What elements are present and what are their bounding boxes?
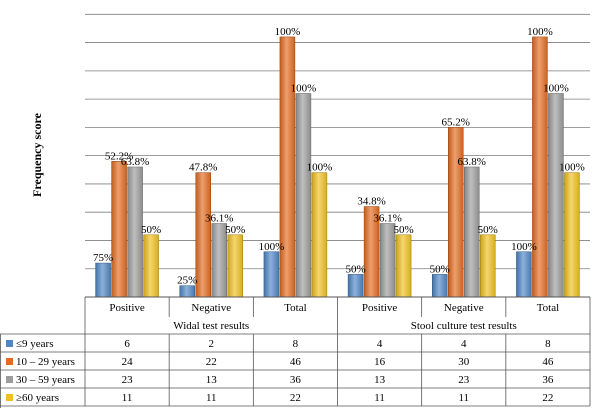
table-cell: 6 [124, 338, 130, 350]
bar [227, 234, 243, 298]
data-label: 25% [177, 275, 197, 287]
table-cell: 8 [293, 338, 299, 350]
data-label: 75% [93, 252, 113, 264]
table-cell: 13 [206, 374, 218, 386]
bar [279, 36, 296, 298]
legend-label: 30 – 59 years [16, 374, 75, 386]
data-label: 65.2% [442, 116, 470, 128]
table-cell: 16 [374, 356, 386, 368]
bar [111, 161, 127, 298]
bar [432, 274, 448, 298]
table-cell: 46 [290, 356, 302, 368]
data-label: 100% [511, 241, 537, 253]
data-label: 100% [527, 26, 553, 38]
data-label: 63.8% [458, 156, 486, 168]
bar [179, 285, 195, 298]
data-label: 36.1% [373, 213, 401, 225]
bar [143, 234, 159, 298]
category-label: Total [537, 302, 559, 314]
bar [263, 251, 280, 298]
bars [95, 36, 580, 298]
table-cell: 2 [209, 338, 215, 350]
group-label: Widal test results [173, 320, 249, 332]
table-cell: 22 [542, 392, 553, 404]
data-label: 100% [275, 26, 301, 38]
table-cell: 46 [542, 356, 554, 368]
data-label: 100% [559, 162, 585, 174]
table-cell: 22 [290, 392, 301, 404]
table-cell: 8 [545, 338, 551, 350]
data-label: 50% [345, 263, 365, 275]
data-label: 100% [307, 162, 333, 174]
data-label: 100% [259, 241, 285, 253]
table-cell: 23 [458, 374, 470, 386]
table-cell: 22 [206, 356, 217, 368]
bar [395, 234, 412, 298]
table-cell: 13 [374, 374, 386, 386]
data-label: 52.2% [105, 150, 133, 162]
table-cell: 11 [458, 392, 469, 404]
bar [564, 172, 580, 298]
category-label: Positive [109, 302, 145, 314]
bar [347, 274, 364, 298]
data-label: 63.8% [121, 156, 149, 168]
table-cell: 11 [206, 392, 217, 404]
bar [295, 93, 312, 298]
data-label: 36.1% [205, 213, 233, 225]
category-label: Total [284, 302, 306, 314]
data-labels: 75% 25% 100% 50% 50% 100% 52.2% 47.8% 100% 34.8% 6… [93, 26, 585, 287]
legend-swatch [6, 340, 13, 347]
category-label: Negative [191, 302, 231, 314]
data-label: 50% [141, 224, 161, 236]
bar [311, 172, 328, 298]
bar [532, 36, 548, 298]
table-cell: 4 [461, 338, 467, 350]
table-cell: 4 [377, 338, 383, 350]
data-label: 50% [478, 224, 498, 236]
bar [95, 262, 111, 298]
legend-swatch [6, 376, 13, 383]
data-label: 47.8% [189, 162, 217, 174]
category-label: Negative [444, 302, 484, 314]
bar [195, 172, 211, 298]
bar [480, 234, 496, 298]
data-label: 100% [291, 82, 317, 94]
bar [516, 251, 532, 298]
data-label: 50% [225, 224, 245, 236]
legend-label: ≥60 years [16, 392, 59, 404]
gridlines [85, 13, 590, 298]
table-cell: 23 [122, 374, 134, 386]
table-cell: 24 [122, 356, 134, 368]
legend-swatch [6, 358, 13, 365]
table-cell: 30 [458, 356, 470, 368]
bar [448, 127, 464, 298]
data-label: 34.8% [357, 196, 385, 208]
legend-label: ≤9 years [16, 338, 54, 350]
table-cell: 36 [542, 374, 554, 386]
table-cell: 11 [122, 392, 133, 404]
data-label: 50% [393, 224, 413, 236]
data-table: Positive Negative Total Positive Negative Tot… [0, 296, 591, 408]
y-axis-title: Frequency score [30, 112, 44, 197]
group-label: Stool culture test results [411, 320, 517, 332]
bar [548, 93, 564, 298]
legend-label: 10 – 29 years [16, 356, 75, 368]
data-label: 100% [543, 82, 569, 94]
legend-swatch [6, 394, 13, 401]
table-cell: 36 [290, 374, 302, 386]
data-label: 50% [430, 263, 450, 275]
table-cell: 11 [374, 392, 385, 404]
category-label: Positive [362, 302, 398, 314]
